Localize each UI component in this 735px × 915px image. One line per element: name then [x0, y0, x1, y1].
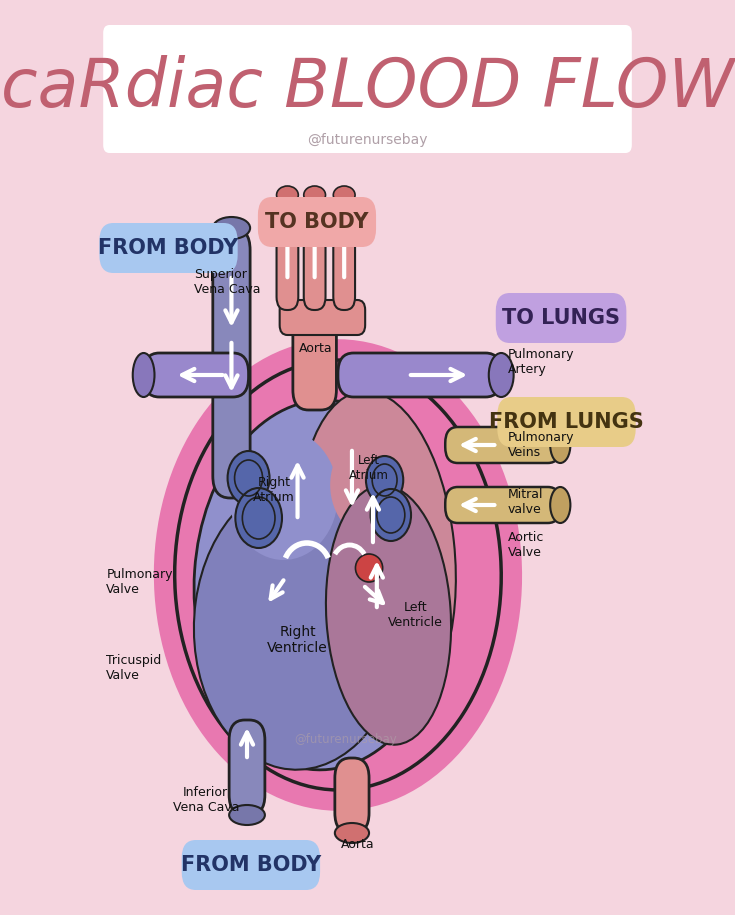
Text: Pulmonary
Veins: Pulmonary Veins	[507, 431, 574, 459]
Circle shape	[228, 451, 270, 505]
Ellipse shape	[229, 430, 338, 560]
FancyBboxPatch shape	[99, 223, 237, 273]
Text: Pulmonary
Artery: Pulmonary Artery	[507, 348, 574, 376]
Circle shape	[370, 489, 411, 541]
FancyBboxPatch shape	[304, 195, 326, 310]
FancyBboxPatch shape	[498, 397, 636, 447]
Ellipse shape	[133, 353, 154, 397]
Text: Aorta: Aorta	[299, 341, 333, 354]
FancyBboxPatch shape	[496, 293, 626, 343]
FancyBboxPatch shape	[335, 758, 369, 833]
Ellipse shape	[335, 823, 369, 843]
FancyBboxPatch shape	[229, 720, 265, 815]
FancyBboxPatch shape	[445, 487, 560, 523]
Ellipse shape	[194, 400, 451, 770]
FancyBboxPatch shape	[258, 197, 376, 247]
Text: FROM BODY: FROM BODY	[98, 238, 239, 258]
Text: @futurenursebay: @futurenursebay	[294, 734, 397, 747]
FancyBboxPatch shape	[182, 840, 320, 890]
Circle shape	[235, 488, 282, 548]
FancyBboxPatch shape	[276, 195, 298, 310]
FancyBboxPatch shape	[445, 427, 560, 463]
Text: @futurenursebay: @futurenursebay	[307, 133, 428, 147]
Text: Left
Ventricle: Left Ventricle	[388, 601, 443, 629]
Ellipse shape	[229, 805, 265, 825]
Text: caRdiac BLOOD FLOW: caRdiac BLOOD FLOW	[1, 55, 734, 121]
Ellipse shape	[489, 353, 514, 397]
Ellipse shape	[551, 427, 570, 463]
FancyBboxPatch shape	[293, 310, 337, 410]
FancyBboxPatch shape	[279, 300, 365, 335]
Ellipse shape	[298, 391, 456, 719]
Ellipse shape	[326, 485, 451, 745]
Text: Tricuspid
Valve: Tricuspid Valve	[107, 654, 162, 682]
Text: TO LUNGS: TO LUNGS	[502, 308, 620, 328]
Text: Aorta: Aorta	[341, 838, 375, 852]
FancyBboxPatch shape	[338, 353, 501, 397]
Text: Left
Atrium: Left Atrium	[349, 454, 389, 482]
Ellipse shape	[194, 480, 404, 770]
Text: FROM BODY: FROM BODY	[181, 855, 321, 875]
Text: Pulmonary
Valve: Pulmonary Valve	[107, 568, 173, 596]
FancyBboxPatch shape	[103, 25, 632, 153]
Ellipse shape	[333, 186, 355, 204]
Ellipse shape	[356, 554, 383, 582]
Text: Superior
Vena Cava: Superior Vena Cava	[194, 268, 261, 296]
FancyBboxPatch shape	[143, 353, 248, 397]
Text: TO BODY: TO BODY	[265, 212, 369, 232]
Text: Aortic
Valve: Aortic Valve	[507, 531, 544, 559]
FancyBboxPatch shape	[333, 195, 355, 310]
Text: FROM LUNGS: FROM LUNGS	[489, 412, 644, 432]
Ellipse shape	[551, 487, 570, 523]
Ellipse shape	[276, 186, 298, 204]
Text: Right
Ventricle: Right Ventricle	[267, 625, 328, 655]
Text: Right
Atrium: Right Atrium	[254, 476, 295, 504]
Text: Mitral
valve: Mitral valve	[507, 488, 543, 516]
Text: Inferior
Vena Cava: Inferior Vena Cava	[173, 786, 239, 814]
Ellipse shape	[330, 430, 423, 540]
FancyBboxPatch shape	[213, 228, 250, 498]
Ellipse shape	[175, 360, 501, 790]
Ellipse shape	[304, 186, 326, 204]
Circle shape	[366, 456, 404, 504]
Ellipse shape	[213, 217, 250, 239]
